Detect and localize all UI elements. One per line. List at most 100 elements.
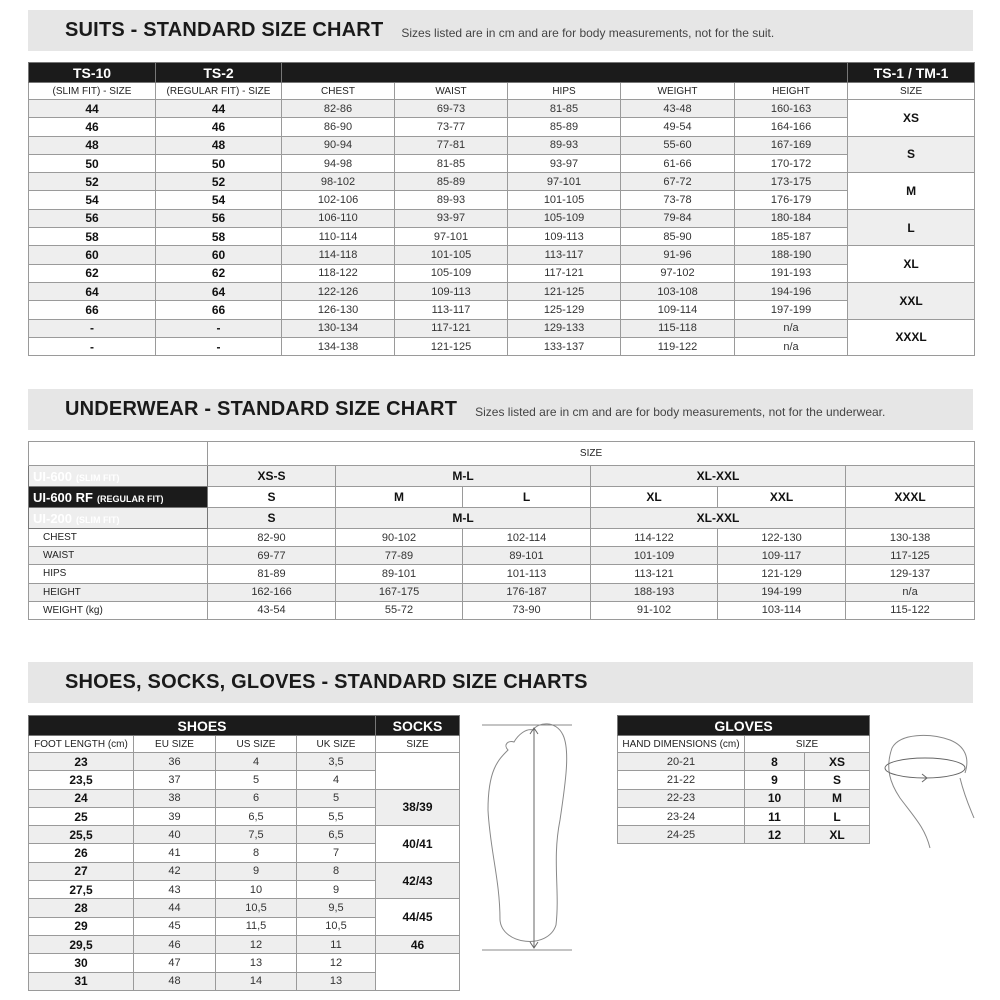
table-cell: 54 bbox=[28, 190, 156, 210]
table-cell: 133-137 bbox=[507, 336, 621, 357]
underwear-subtitle: Sizes listed are in cm and are for body … bbox=[475, 404, 886, 419]
table-row: UI-600 RF (REGULAR FIT) S M L XL XXL XXXL bbox=[28, 486, 976, 508]
underwear-section-header: UNDERWEAR - STANDARD SIZE CHART Sizes li… bbox=[28, 389, 973, 430]
table-cell: 117-121 bbox=[394, 318, 508, 338]
table-row: UI-200 (SLIM FIT) S M-L XL-XXL bbox=[28, 507, 976, 529]
column-header: (SLIM FIT) - SIZE bbox=[28, 82, 156, 100]
table-cell: 98-102 bbox=[281, 172, 395, 192]
table-cell: 91-96 bbox=[620, 245, 735, 265]
size-cell: XXXL bbox=[844, 486, 976, 508]
table-cell: 10,5 bbox=[295, 916, 377, 936]
table-cell: 85-90 bbox=[620, 227, 735, 247]
size-cell: L bbox=[462, 486, 591, 508]
table-cell: 113-117 bbox=[507, 245, 621, 265]
table-row: 30 47 13 12 bbox=[28, 953, 461, 991]
table-cell: 191-193 bbox=[733, 263, 849, 283]
table-cell: 81-85 bbox=[507, 98, 621, 119]
ts1-size-cell: M bbox=[847, 172, 976, 210]
column-header: SIZE bbox=[847, 82, 976, 100]
table-cell: 23,5 bbox=[28, 770, 134, 790]
table-cell: 10 bbox=[744, 788, 805, 808]
size-cell: XL-XXL bbox=[590, 465, 846, 487]
size-cell: M-L bbox=[335, 465, 591, 487]
table-row: 54 54 102-106 89-93 101-105 73-78 176-179 bbox=[28, 190, 975, 210]
socks-size-cell bbox=[375, 953, 461, 991]
table-cell: 73-77 bbox=[394, 117, 508, 137]
table-cell: 82-86 bbox=[281, 98, 395, 119]
table-cell: 11 bbox=[295, 934, 377, 955]
size-cell: XL bbox=[590, 486, 718, 508]
gloves-size-table: GLOVES HAND DIMENSIONS (cm) SIZE 20-21 8 XS 21… bbox=[616, 715, 871, 845]
table-cell: 97-101 bbox=[507, 172, 621, 192]
suits-subtitle: Sizes listed are in cm and are for body … bbox=[401, 25, 775, 40]
table-row: 58 58 110-114 97-101 109-113 85-90 185-187 bbox=[28, 227, 975, 247]
table-cell: 43 bbox=[133, 880, 216, 900]
table-cell: 12 bbox=[744, 825, 805, 845]
table-cell: 162-166 bbox=[207, 582, 336, 602]
table-cell: 77-89 bbox=[335, 546, 463, 566]
table-cell: 115-118 bbox=[620, 318, 735, 338]
table-row: 50 50 94-98 81-85 93-97 61-66 170-172 bbox=[28, 153, 975, 174]
table-cell: 48 bbox=[133, 971, 216, 991]
table-cell: 197-199 bbox=[733, 300, 849, 320]
table-cell: 194-199 bbox=[717, 582, 846, 602]
table-cell: 44 bbox=[133, 898, 216, 918]
size-cell: S bbox=[207, 507, 336, 529]
table-cell: 102-114 bbox=[462, 527, 591, 548]
table-row: 21-22 9 S bbox=[617, 770, 871, 790]
table-cell: 114-118 bbox=[281, 245, 395, 265]
table-cell: 48 bbox=[28, 135, 156, 155]
table-cell: 77-81 bbox=[394, 135, 508, 155]
table-cell: 9,5 bbox=[295, 898, 377, 918]
table-cell: L bbox=[803, 806, 871, 827]
table-row: 66 66 126-130 113-117 125-129 109-114 197-199 bbox=[28, 300, 975, 320]
table-cell: - bbox=[28, 318, 156, 338]
table-cell: 97-101 bbox=[394, 227, 508, 247]
table-cell: 23-24 bbox=[617, 806, 745, 827]
table-cell: 54 bbox=[155, 190, 282, 210]
model-fit: (SLIM FIT) bbox=[76, 514, 120, 525]
table-cell: 180-184 bbox=[733, 208, 849, 229]
table-cell: 130-134 bbox=[281, 318, 395, 338]
shoes-section-title: SHOES, SOCKS, GLOVES - STANDARD SIZE CHA… bbox=[65, 671, 588, 693]
suits-title: SUITS - STANDARD SIZE CHART bbox=[65, 19, 384, 41]
table-cell: 103-114 bbox=[717, 600, 846, 620]
table-cell: 23 bbox=[28, 751, 134, 772]
table-cell: 69-73 bbox=[394, 98, 508, 119]
measure-label: WEIGHT (kg) bbox=[28, 600, 208, 620]
table-cell: 56 bbox=[28, 208, 156, 229]
table-cell: 43-48 bbox=[620, 98, 735, 119]
foot-measurement-illustration bbox=[482, 723, 572, 951]
table-cell: 10,5 bbox=[215, 898, 297, 918]
model-label: UI-600 RF (REGULAR FIT) bbox=[28, 486, 208, 508]
model-fit: (SLIM FIT) bbox=[76, 472, 120, 483]
table-row: 29 45 11,5 10,5 bbox=[28, 916, 460, 936]
table-cell: XL bbox=[803, 825, 871, 845]
table-cell: 93-97 bbox=[394, 208, 508, 229]
table-cell: 170-172 bbox=[733, 153, 849, 174]
table-cell: 129-133 bbox=[507, 318, 621, 338]
ts10-header: TS-10 bbox=[28, 62, 156, 83]
table-cell: 89-101 bbox=[335, 564, 463, 584]
table-row: SIZE bbox=[28, 441, 976, 466]
table-row: HEIGHT 162-166 167-175 176-187 188-193 194-19… bbox=[28, 582, 976, 602]
table-cell: 122-130 bbox=[717, 527, 846, 548]
measure-label: HIPS bbox=[28, 564, 208, 584]
table-cell: 7,5 bbox=[215, 825, 297, 845]
ts1-size-cell: XS bbox=[847, 99, 976, 137]
table-row: - -134-138 121-125 133-137 119-122 n/a bbox=[28, 336, 975, 357]
table-cell: 29,5 bbox=[28, 934, 134, 955]
table-cell: 25 bbox=[28, 806, 134, 827]
size-cell: XS-S bbox=[207, 465, 336, 487]
gloves-header: GLOVES bbox=[616, 715, 871, 736]
table-row: GLOVES bbox=[616, 715, 871, 736]
table-row: WEIGHT (kg) 43-54 55-72 73-90 91-102 103-114 1… bbox=[28, 600, 976, 620]
table-cell: 134-138 bbox=[281, 336, 395, 357]
socks-size-cell: 44/45 bbox=[375, 898, 461, 936]
table-cell: 101-105 bbox=[394, 245, 508, 265]
table-cell: 5,5 bbox=[295, 806, 377, 827]
measure-label: HEIGHT bbox=[28, 582, 208, 602]
table-cell: 20-21 bbox=[617, 751, 745, 772]
column-header: HAND DIMENSIONS (cm) bbox=[617, 735, 745, 753]
table-row: 31 48 14 13 bbox=[28, 971, 460, 991]
